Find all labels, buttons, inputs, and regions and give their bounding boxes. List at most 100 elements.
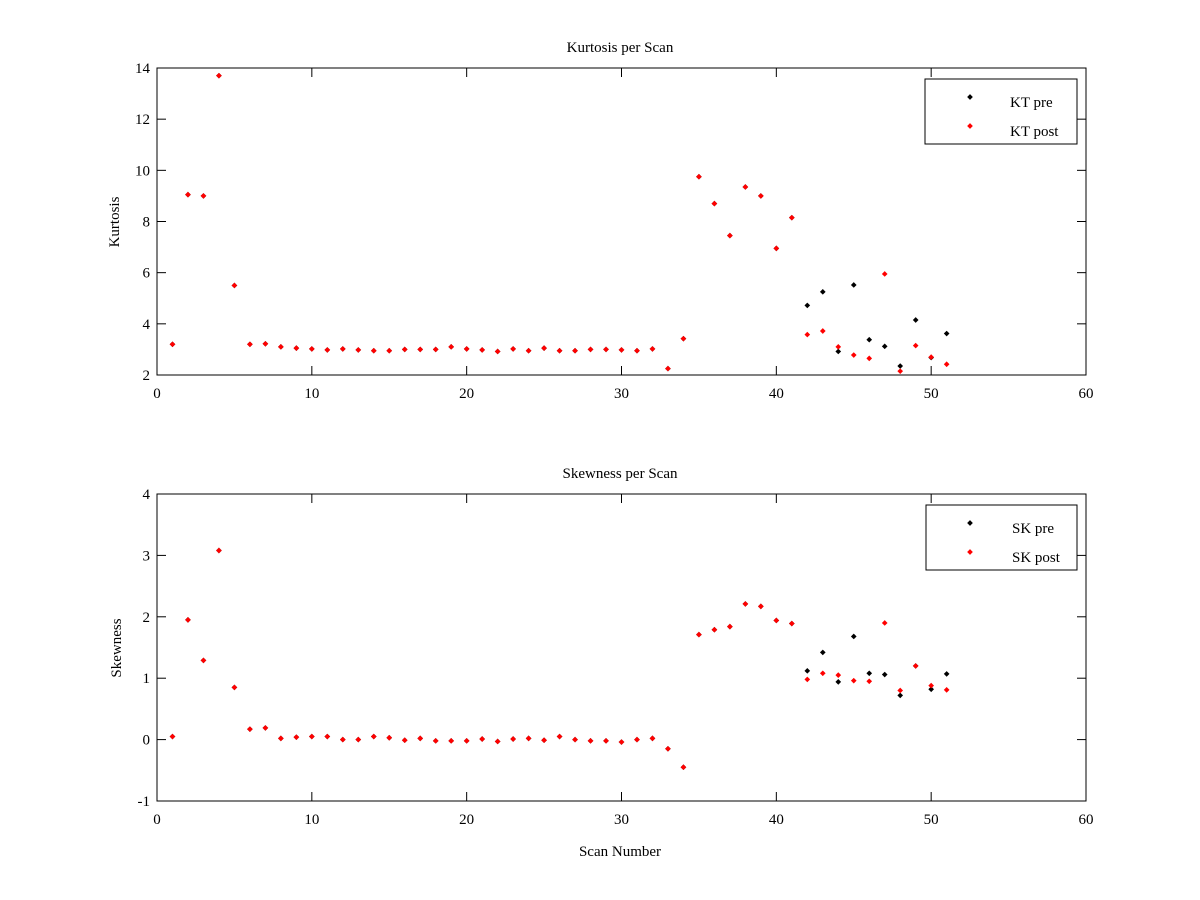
kt-post-point — [355, 347, 362, 353]
kurtosis-chart-title: Kurtosis per Scan — [567, 40, 674, 56]
sk-post-point — [742, 601, 749, 607]
kurtosis-y-tick-label: 6 — [143, 266, 151, 282]
skewness-points — [169, 547, 950, 771]
sk-post-point — [231, 684, 238, 691]
sk-post-point — [386, 734, 393, 741]
skewness-x-axis-label: Scan Number — [579, 844, 661, 860]
kt-pre-point — [912, 317, 919, 323]
kurtosis-x-tick-label: 20 — [459, 386, 474, 402]
sk-post-point — [463, 737, 470, 744]
skewness-legend-box — [925, 504, 1078, 571]
kt-post-point — [727, 232, 733, 239]
kt-post-point — [293, 345, 300, 351]
sk-post-point — [881, 620, 888, 626]
sk-post-point — [819, 670, 826, 677]
kt-post-point — [169, 341, 176, 348]
kt-post-point — [943, 361, 950, 368]
sk-pre-point — [835, 679, 842, 685]
kt-post-point — [928, 354, 934, 360]
skewness-y-ticks: -1 0 1 2 3 4 — [138, 487, 1086, 810]
kt-post-point — [603, 346, 609, 353]
sk-post-point — [572, 736, 578, 743]
kt-post-point — [216, 72, 222, 79]
sk-pre-point — [804, 668, 811, 674]
kt-pre-point — [819, 289, 826, 295]
legend-marker-sk-post — [967, 549, 973, 555]
sk-pre-point — [881, 671, 888, 678]
kt-post-point — [835, 344, 842, 350]
kt-post-point — [850, 352, 857, 358]
kt-post-point — [401, 346, 408, 353]
kt-post-point — [742, 184, 749, 190]
kurtosis-points — [169, 72, 950, 374]
sk-post-point — [649, 735, 656, 742]
sk-post-point — [448, 737, 455, 744]
kt-post-point — [247, 341, 253, 348]
sk-post-point — [850, 677, 857, 684]
kt-post-point — [231, 282, 238, 289]
skewness-legend: SK pre SK post — [925, 504, 1078, 571]
sk-post-point — [494, 738, 501, 745]
skewness-x-ticks: 0 10 20 30 40 50 60 — [153, 494, 1094, 828]
kurtosis-legend-box — [924, 78, 1078, 145]
legend-label-kt-post: KT post — [1010, 124, 1059, 140]
legend-label-kt-pre: KT pre — [1010, 95, 1053, 111]
skewness-x-tick-label: 50 — [924, 812, 939, 828]
kurtosis-y-tick-label: 10 — [135, 163, 150, 179]
kurtosis-x-tick-label: 60 — [1079, 386, 1094, 402]
sk-post-point — [587, 737, 594, 744]
kt-post-point — [309, 346, 315, 352]
sk-pre-point — [928, 686, 934, 693]
kt-post-point — [881, 271, 888, 277]
kt-post-point — [185, 191, 191, 198]
kt-pre-point — [804, 302, 811, 309]
kt-pre-point — [881, 343, 888, 350]
sk-post-point — [912, 663, 919, 669]
kt-post-point — [278, 344, 284, 350]
skewness-x-tick-label: 60 — [1079, 812, 1094, 828]
kt-post-point — [432, 346, 439, 353]
skewness-y-tick-label: 1 — [143, 671, 151, 687]
kurtosis-x-tick-label: 50 — [924, 386, 939, 402]
sk-post-point — [525, 735, 532, 742]
kt-pre-point — [897, 363, 904, 369]
sk-post-point — [479, 736, 485, 742]
kt-pre-point — [943, 330, 950, 337]
sk-post-point — [216, 547, 222, 554]
sk-post-point — [943, 687, 950, 693]
sk-post-point — [339, 736, 346, 743]
kt-post-point — [386, 347, 393, 354]
skewness-x-tick-label: 20 — [459, 812, 474, 828]
kt-post-point — [494, 348, 501, 355]
kurtosis-y-tick-label: 12 — [135, 112, 150, 128]
kt-post-point — [773, 245, 780, 252]
sk-post-point — [618, 739, 625, 745]
sk-post-point — [727, 623, 733, 630]
kt-post-point — [525, 347, 532, 354]
sk-post-point — [510, 736, 516, 742]
skewness-y-tick-label: -1 — [138, 794, 151, 810]
sk-post-point — [711, 626, 718, 633]
kt-post-point — [618, 347, 625, 353]
skewness-y-tick-label: 0 — [143, 733, 151, 749]
sk-post-point — [634, 736, 640, 743]
kurtosis-y-ticks: 2 4 6 8 10 12 14 — [135, 61, 1086, 384]
skewness-x-tick-label: 30 — [614, 812, 629, 828]
kt-post-point — [665, 365, 671, 372]
sk-post-point — [169, 733, 176, 740]
sk-post-point — [432, 737, 439, 744]
sk-post-point — [773, 617, 780, 624]
kt-post-point — [696, 173, 702, 180]
sk-post-point — [866, 678, 873, 685]
kurtosis-x-ticks: 0 10 20 30 40 50 60 — [153, 68, 1094, 402]
kt-post-point — [262, 340, 269, 347]
kurtosis-y-tick-label: 14 — [135, 61, 151, 77]
sk-post-point — [247, 726, 253, 732]
kt-post-point — [804, 331, 811, 338]
legend-marker-sk-pre — [967, 520, 973, 526]
sk-post-point — [680, 764, 687, 771]
sk-post-point — [804, 676, 811, 683]
skewness-chart-title: Skewness per Scan — [563, 466, 678, 482]
sk-post-point — [835, 672, 842, 678]
